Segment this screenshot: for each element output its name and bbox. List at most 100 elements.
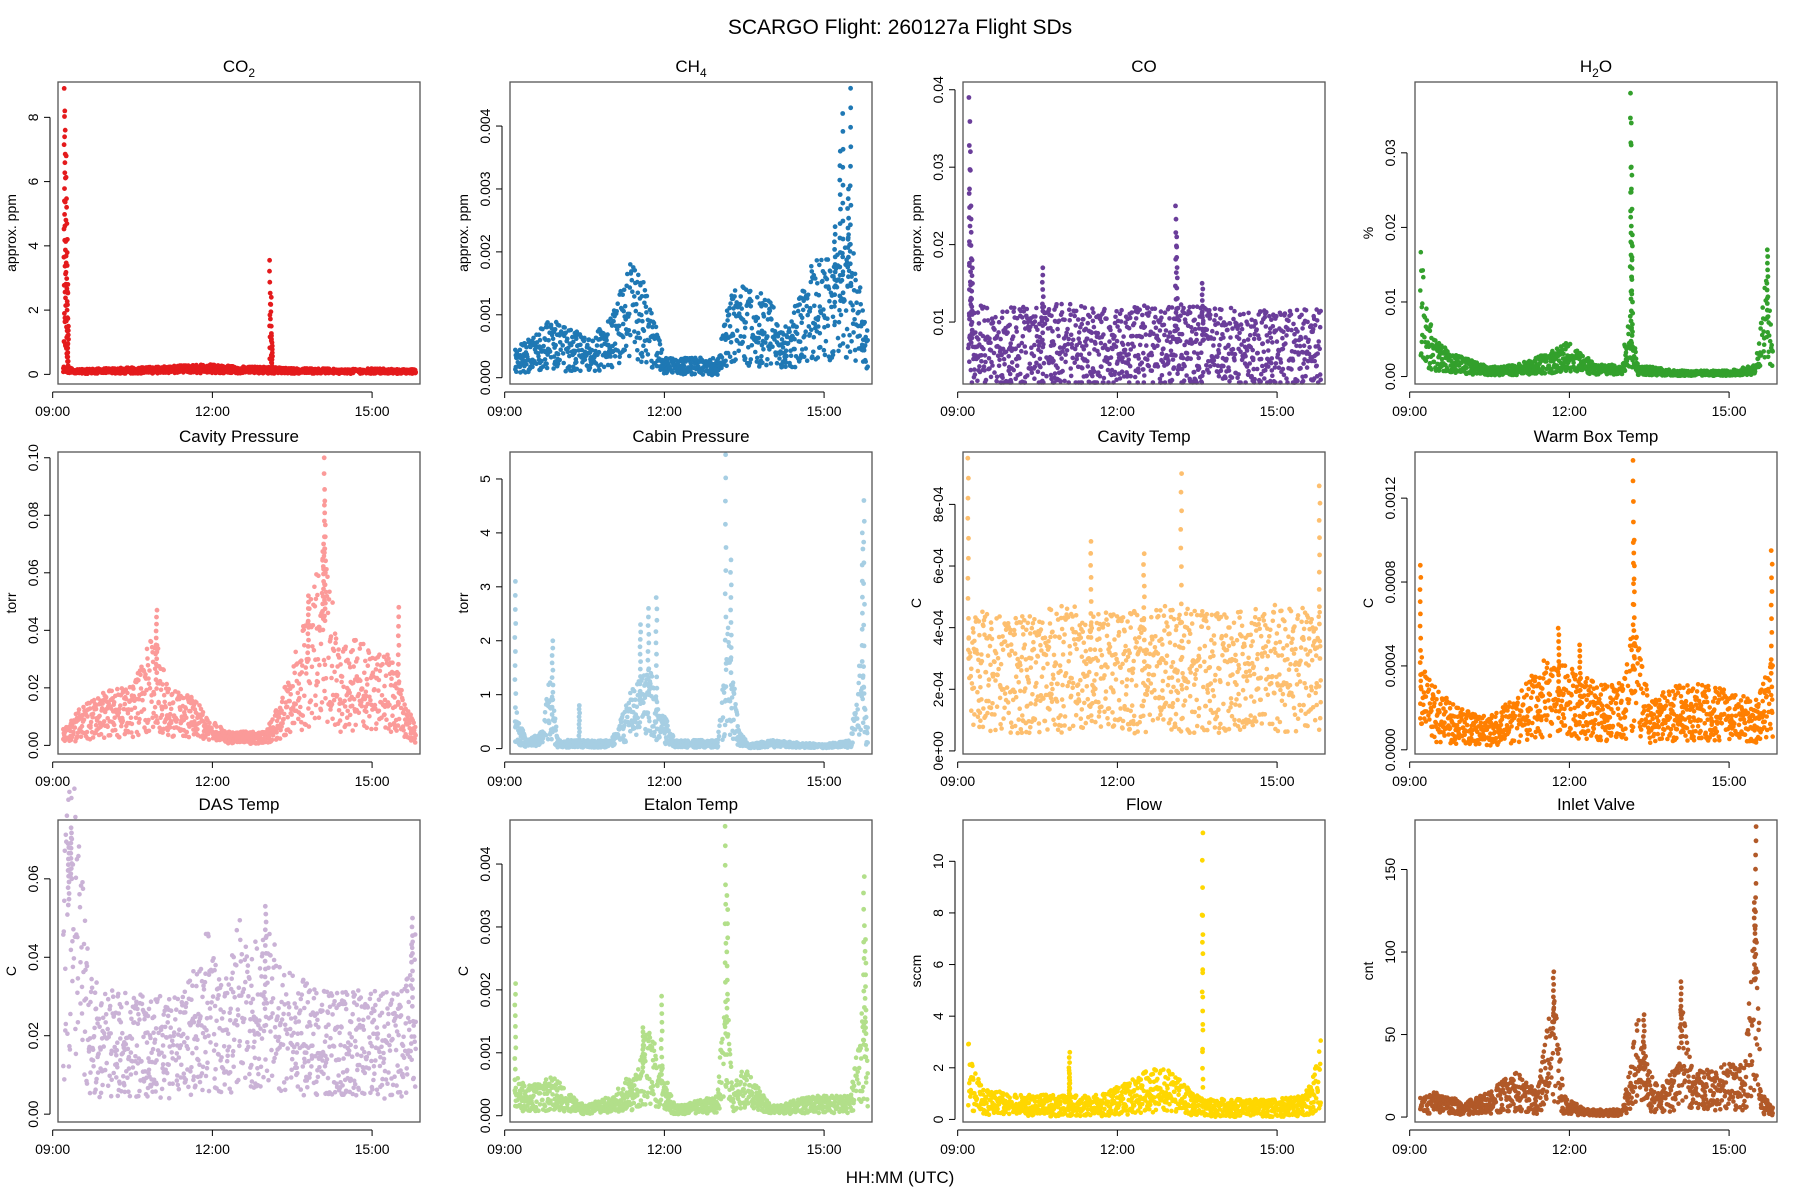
data-point bbox=[565, 349, 571, 355]
spike-point bbox=[1173, 230, 1179, 236]
data-point bbox=[1131, 321, 1137, 326]
data-point bbox=[1260, 363, 1265, 369]
data-point bbox=[1182, 363, 1187, 369]
data-point bbox=[162, 699, 167, 705]
data-point bbox=[1184, 350, 1190, 356]
data-point bbox=[742, 325, 748, 331]
data-point bbox=[568, 327, 574, 333]
data-point bbox=[1050, 329, 1055, 334]
data-point bbox=[1276, 365, 1282, 371]
data-point bbox=[1087, 314, 1093, 320]
spike-point bbox=[845, 196, 851, 202]
data-point bbox=[141, 707, 147, 712]
data-point bbox=[81, 717, 87, 722]
data-point bbox=[129, 721, 135, 727]
data-point bbox=[1018, 371, 1023, 377]
spike-point bbox=[832, 262, 838, 267]
spike-point bbox=[1765, 267, 1770, 273]
data-point bbox=[1099, 319, 1104, 325]
data-point bbox=[1179, 331, 1185, 337]
data-point bbox=[767, 308, 773, 314]
y-tick-label: 0.03 bbox=[930, 153, 946, 180]
data-point bbox=[1429, 367, 1434, 372]
data-point bbox=[797, 339, 803, 345]
data-point bbox=[1232, 308, 1237, 314]
spike-point bbox=[1765, 254, 1771, 259]
data-point bbox=[979, 359, 984, 364]
spike-point bbox=[267, 257, 272, 263]
data-point bbox=[1152, 306, 1158, 312]
data-point bbox=[1317, 324, 1323, 330]
data-point bbox=[1241, 338, 1247, 344]
data-point bbox=[161, 667, 166, 673]
data-point bbox=[634, 301, 639, 307]
data-point bbox=[1211, 358, 1217, 363]
spike-point bbox=[840, 129, 846, 134]
spike-point bbox=[840, 272, 846, 278]
data-point bbox=[1167, 330, 1173, 335]
data-point bbox=[1188, 325, 1194, 330]
data-point bbox=[1204, 363, 1209, 368]
data-point bbox=[788, 353, 794, 359]
data-point bbox=[1633, 349, 1638, 355]
data-point bbox=[605, 332, 610, 337]
data-point bbox=[727, 305, 732, 311]
data-point bbox=[1255, 350, 1260, 356]
data-point bbox=[1046, 307, 1052, 312]
data-point bbox=[1058, 379, 1063, 384]
spike-point bbox=[970, 281, 975, 286]
y-tick-label: 4 bbox=[25, 242, 41, 250]
data-point bbox=[1145, 305, 1151, 310]
data-point bbox=[84, 729, 90, 735]
data-point bbox=[801, 289, 807, 294]
data-point bbox=[670, 370, 675, 375]
data-point bbox=[1230, 346, 1236, 352]
spike-point bbox=[1174, 316, 1179, 322]
data-point bbox=[138, 672, 143, 678]
data-point bbox=[1269, 356, 1275, 361]
data-point bbox=[1129, 310, 1134, 315]
data-point bbox=[994, 378, 999, 384]
data-point bbox=[120, 718, 126, 723]
spike-point bbox=[845, 264, 851, 270]
data-point bbox=[1055, 365, 1060, 371]
data-point bbox=[597, 368, 602, 373]
spike-point bbox=[62, 127, 68, 133]
data-point bbox=[623, 343, 629, 349]
data-point bbox=[802, 333, 807, 339]
data-point bbox=[996, 319, 1002, 325]
data-point bbox=[642, 288, 648, 293]
data-point bbox=[542, 357, 548, 362]
spike-point bbox=[64, 276, 70, 281]
data-point bbox=[1066, 336, 1071, 342]
data-point bbox=[1305, 319, 1310, 325]
data-point bbox=[1137, 307, 1142, 313]
data-point bbox=[727, 324, 733, 329]
spike-point bbox=[1764, 301, 1770, 306]
data-point bbox=[130, 734, 136, 740]
data-point bbox=[844, 326, 850, 332]
data-point bbox=[651, 320, 657, 326]
data-point bbox=[857, 333, 862, 339]
data-point bbox=[723, 358, 728, 364]
data-point bbox=[1108, 355, 1114, 360]
data-point bbox=[1034, 305, 1039, 311]
data-point bbox=[1077, 340, 1082, 346]
spike-point bbox=[969, 335, 975, 341]
data-point bbox=[1009, 360, 1015, 365]
spike-point bbox=[967, 119, 973, 124]
spike-point bbox=[1200, 332, 1205, 338]
data-point bbox=[800, 307, 806, 313]
data-point bbox=[1158, 309, 1164, 314]
spike-point bbox=[838, 206, 843, 212]
data-point bbox=[1299, 312, 1304, 318]
data-point bbox=[90, 735, 96, 740]
data-point bbox=[1117, 376, 1123, 381]
spike-point bbox=[840, 218, 846, 224]
data-point bbox=[1119, 369, 1125, 375]
data-point bbox=[138, 686, 144, 691]
data-point bbox=[1090, 306, 1095, 311]
spike-point bbox=[1040, 301, 1045, 307]
data-point bbox=[1000, 375, 1005, 381]
